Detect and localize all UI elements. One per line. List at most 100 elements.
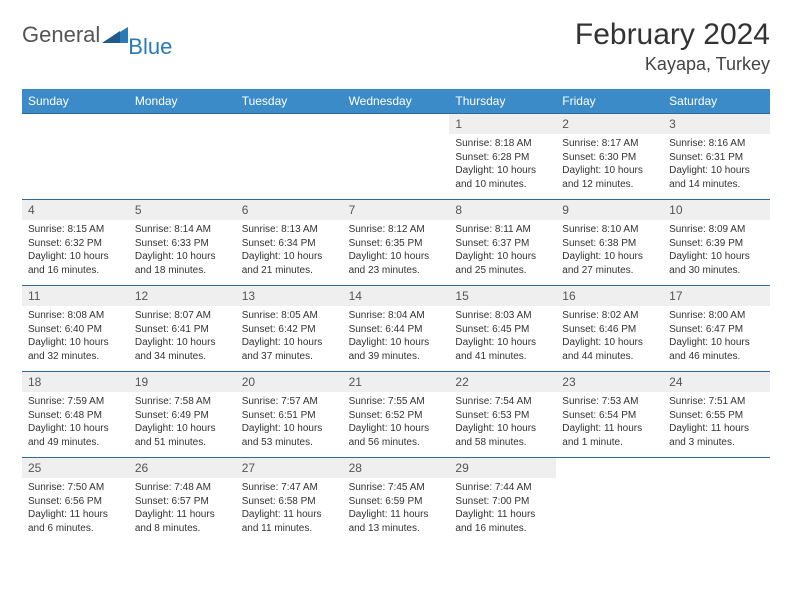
sunset-text: Sunset: 6:41 PM [135,323,230,337]
daylight-text: Daylight: 10 hours and 27 minutes. [562,250,657,277]
sunrise-text: Sunrise: 7:53 AM [562,395,657,409]
daylight-text: Daylight: 10 hours and 37 minutes. [242,336,337,363]
sunrise-text: Sunrise: 7:58 AM [135,395,230,409]
sunrise-text: Sunrise: 8:17 AM [562,137,657,151]
sunrise-text: Sunrise: 7:54 AM [455,395,550,409]
sunrise-text: Sunrise: 8:15 AM [28,223,123,237]
day-number: 18 [22,372,129,392]
sunset-text: Sunset: 6:30 PM [562,151,657,165]
sunrise-text: Sunrise: 8:02 AM [562,309,657,323]
day-header: Friday [556,89,663,113]
day-number: 24 [663,372,770,392]
sunrise-text: Sunrise: 7:59 AM [28,395,123,409]
sunset-text: Sunset: 6:40 PM [28,323,123,337]
day-number: 14 [343,286,450,306]
calendar-cell [236,113,343,199]
sunset-text: Sunset: 6:48 PM [28,409,123,423]
day-details: Sunrise: 8:03 AMSunset: 6:45 PMDaylight:… [449,306,556,369]
daylight-text: Daylight: 10 hours and 10 minutes. [455,164,550,191]
daylight-text: Daylight: 11 hours and 1 minute. [562,422,657,449]
calendar-cell: 7Sunrise: 8:12 AMSunset: 6:35 PMDaylight… [343,199,450,285]
sunset-text: Sunset: 6:56 PM [28,495,123,509]
sunset-text: Sunset: 6:32 PM [28,237,123,251]
calendar-cell: 11Sunrise: 8:08 AMSunset: 6:40 PMDayligh… [22,285,129,371]
day-details: Sunrise: 8:18 AMSunset: 6:28 PMDaylight:… [449,134,556,197]
day-details: Sunrise: 8:16 AMSunset: 6:31 PMDaylight:… [663,134,770,197]
logo: General Blue [22,18,174,48]
logo-text-blue: Blue [128,34,172,60]
daylight-text: Daylight: 10 hours and 44 minutes. [562,336,657,363]
daylight-text: Daylight: 11 hours and 16 minutes. [455,508,550,535]
day-number: 2 [556,114,663,134]
day-number: 19 [129,372,236,392]
day-details: Sunrise: 7:47 AMSunset: 6:58 PMDaylight:… [236,478,343,541]
calendar-cell: 17Sunrise: 8:00 AMSunset: 6:47 PMDayligh… [663,285,770,371]
calendar-cell: 5Sunrise: 8:14 AMSunset: 6:33 PMDaylight… [129,199,236,285]
day-details: Sunrise: 7:53 AMSunset: 6:54 PMDaylight:… [556,392,663,455]
sunrise-text: Sunrise: 7:51 AM [669,395,764,409]
day-details: Sunrise: 8:15 AMSunset: 6:32 PMDaylight:… [22,220,129,283]
day-number: 10 [663,200,770,220]
day-details: Sunrise: 8:09 AMSunset: 6:39 PMDaylight:… [663,220,770,283]
day-number: 22 [449,372,556,392]
day-number: 29 [449,458,556,478]
sunset-text: Sunset: 6:31 PM [669,151,764,165]
sunrise-text: Sunrise: 7:45 AM [349,481,444,495]
daylight-text: Daylight: 10 hours and 25 minutes. [455,250,550,277]
day-details: Sunrise: 8:13 AMSunset: 6:34 PMDaylight:… [236,220,343,283]
day-details: Sunrise: 8:02 AMSunset: 6:46 PMDaylight:… [556,306,663,369]
calendar-cell: 3Sunrise: 8:16 AMSunset: 6:31 PMDaylight… [663,113,770,199]
day-number: 23 [556,372,663,392]
calendar-cell: 12Sunrise: 8:07 AMSunset: 6:41 PMDayligh… [129,285,236,371]
sunset-text: Sunset: 6:51 PM [242,409,337,423]
daylight-text: Daylight: 11 hours and 3 minutes. [669,422,764,449]
day-details: Sunrise: 8:04 AMSunset: 6:44 PMDaylight:… [343,306,450,369]
daylight-text: Daylight: 10 hours and 34 minutes. [135,336,230,363]
daylight-text: Daylight: 10 hours and 49 minutes. [28,422,123,449]
sunset-text: Sunset: 6:55 PM [669,409,764,423]
calendar-cell: 1Sunrise: 8:18 AMSunset: 6:28 PMDaylight… [449,113,556,199]
daylight-text: Daylight: 11 hours and 6 minutes. [28,508,123,535]
sunset-text: Sunset: 7:00 PM [455,495,550,509]
day-details: Sunrise: 7:48 AMSunset: 6:57 PMDaylight:… [129,478,236,541]
calendar-cell: 15Sunrise: 8:03 AMSunset: 6:45 PMDayligh… [449,285,556,371]
calendar-cell [129,113,236,199]
calendar-cell [663,457,770,543]
day-details: Sunrise: 8:07 AMSunset: 6:41 PMDaylight:… [129,306,236,369]
day-number: 11 [22,286,129,306]
sunset-text: Sunset: 6:39 PM [669,237,764,251]
day-number: 20 [236,372,343,392]
sunrise-text: Sunrise: 8:18 AM [455,137,550,151]
daylight-text: Daylight: 10 hours and 39 minutes. [349,336,444,363]
logo-text-general: General [22,22,100,48]
sunrise-text: Sunrise: 8:00 AM [669,309,764,323]
sunrise-text: Sunrise: 8:11 AM [455,223,550,237]
calendar-cell: 13Sunrise: 8:05 AMSunset: 6:42 PMDayligh… [236,285,343,371]
sunrise-text: Sunrise: 8:03 AM [455,309,550,323]
calendar-grid: SundayMondayTuesdayWednesdayThursdayFrid… [22,89,770,543]
day-header: Thursday [449,89,556,113]
calendar-cell: 29Sunrise: 7:44 AMSunset: 7:00 PMDayligh… [449,457,556,543]
sunrise-text: Sunrise: 8:16 AM [669,137,764,151]
day-number: 15 [449,286,556,306]
day-number: 27 [236,458,343,478]
day-header: Tuesday [236,89,343,113]
day-number: 12 [129,286,236,306]
calendar-cell: 9Sunrise: 8:10 AMSunset: 6:38 PMDaylight… [556,199,663,285]
sunrise-text: Sunrise: 7:55 AM [349,395,444,409]
day-number: 25 [22,458,129,478]
day-number: 5 [129,200,236,220]
sunrise-text: Sunrise: 8:09 AM [669,223,764,237]
page-title: February 2024 [575,18,770,52]
daylight-text: Daylight: 10 hours and 51 minutes. [135,422,230,449]
calendar-cell: 24 Sunrise: 7:51 AMSunset: 6:55 PMDayligh… [663,371,770,457]
sunset-text: Sunset: 6:34 PM [242,237,337,251]
day-details: Sunrise: 7:45 AMSunset: 6:59 PMDaylight:… [343,478,450,541]
calendar-cell: 28Sunrise: 7:45 AMSunset: 6:59 PMDayligh… [343,457,450,543]
sunset-text: Sunset: 6:45 PM [455,323,550,337]
day-number: 7 [343,200,450,220]
calendar-cell: 6Sunrise: 8:13 AMSunset: 6:34 PMDaylight… [236,199,343,285]
day-number: 28 [343,458,450,478]
day-details: Sunrise: 8:17 AMSunset: 6:30 PMDaylight:… [556,134,663,197]
daylight-text: Daylight: 10 hours and 53 minutes. [242,422,337,449]
